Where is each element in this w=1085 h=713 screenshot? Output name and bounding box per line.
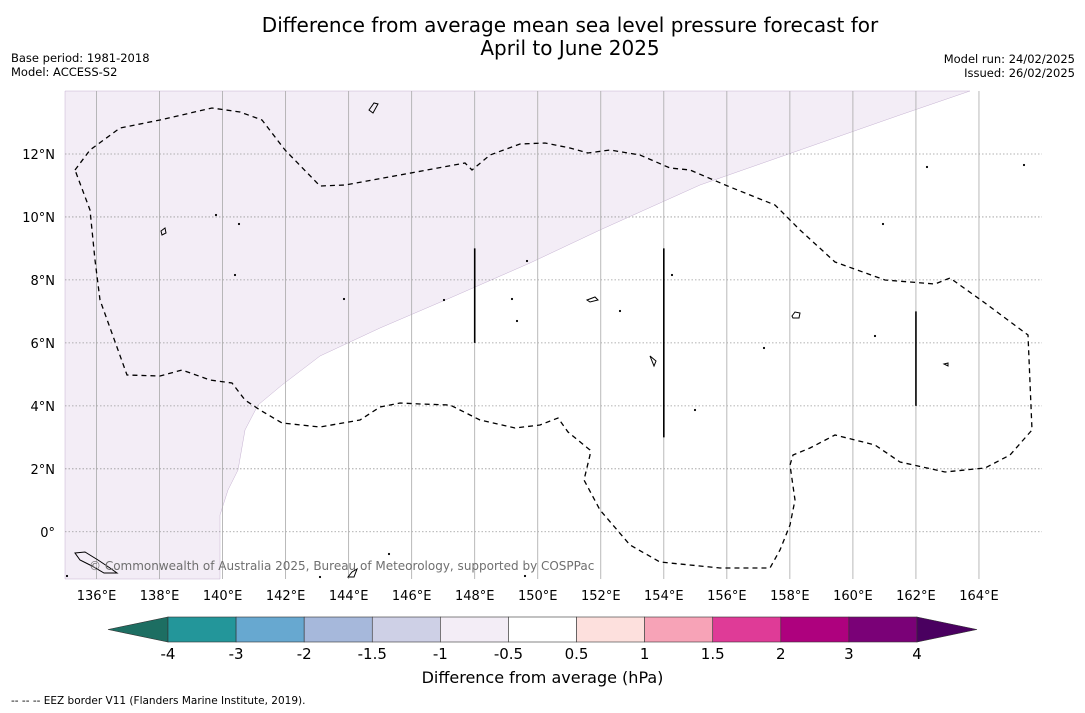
y-tick-label: 8°N xyxy=(31,274,56,289)
colorbar-swatch xyxy=(780,616,850,643)
islet xyxy=(925,165,929,169)
colorbar-label: -2 xyxy=(297,645,312,663)
colorbar-label: 3 xyxy=(844,645,854,663)
meta-left: Base period: 1981-2018 Model: ACCESS-S2 xyxy=(11,51,150,79)
x-tick-label: 158°E xyxy=(770,589,810,604)
islet xyxy=(387,552,391,556)
x-tick-label: 136°E xyxy=(77,589,117,604)
x-tick-label: 146°E xyxy=(392,589,432,604)
island-outline xyxy=(649,355,657,368)
y-tick-label: 6°N xyxy=(31,337,56,352)
colorbar-label: 1 xyxy=(640,645,650,663)
y-tick-label: 12°N xyxy=(22,148,55,163)
colorbar-arrow-low xyxy=(107,616,169,643)
x-tick-label: 164°E xyxy=(959,589,999,604)
colorbar-swatch xyxy=(371,616,441,643)
island-outline xyxy=(791,311,801,319)
islet xyxy=(670,273,674,277)
x-tick-label: 156°E xyxy=(707,589,747,604)
islet xyxy=(342,297,346,301)
islet xyxy=(510,297,514,301)
islet xyxy=(214,213,218,217)
colorbar-swatch xyxy=(440,616,509,643)
base-period-text: Base period: 1981-2018 xyxy=(11,51,150,65)
colorbar-label: -3 xyxy=(229,645,244,663)
meta-right: Model run: 24/02/2025 Issued: 26/02/2025 xyxy=(944,52,1075,80)
shaded-region-negative-anomaly xyxy=(64,90,971,580)
colorbar-swatch xyxy=(712,616,782,643)
y-tick-label: 2°N xyxy=(31,463,56,478)
island-outline xyxy=(368,102,379,114)
model-text: Model: ACCESS-S2 xyxy=(11,65,118,79)
islet xyxy=(1022,163,1026,167)
x-tick-label: 150°E xyxy=(518,589,558,604)
islet xyxy=(318,575,322,579)
issued-text: Issued: 26/02/2025 xyxy=(964,66,1075,80)
footnote: -- -- -- EEZ border V11 (Flanders Marine… xyxy=(11,695,306,707)
colorbar-swatch xyxy=(644,616,714,643)
x-tick-label: 142°E xyxy=(266,589,306,604)
colorbar-label: -1.5 xyxy=(358,645,387,663)
model-run-text: Model run: 24/02/2025 xyxy=(943,52,1075,66)
title-line-1: Difference from average mean sea level p… xyxy=(261,13,879,37)
islet xyxy=(233,273,237,277)
map-title: Difference from average mean sea level p… xyxy=(220,14,920,60)
colorbar-label: 4 xyxy=(912,645,922,663)
islet xyxy=(881,222,885,226)
island-outline xyxy=(160,227,167,236)
x-tick-label: 144°E xyxy=(329,589,369,604)
x-tick-label: 154°E xyxy=(644,589,684,604)
colorbar-title: Difference from average (hPa) xyxy=(421,668,664,687)
colorbar-arrow-high xyxy=(916,616,978,643)
x-tick-label: 152°E xyxy=(581,589,621,604)
islet xyxy=(762,346,766,350)
islet xyxy=(515,319,519,323)
colorbar-swatch xyxy=(235,616,305,643)
islet xyxy=(65,574,69,578)
x-tick-label: 138°E xyxy=(140,589,180,604)
colorbar-label: 1.5 xyxy=(701,645,725,663)
title-line-2: April to June 2025 xyxy=(480,36,660,60)
eez-border xyxy=(74,107,1033,569)
island-outline xyxy=(346,567,358,578)
island-outline xyxy=(942,362,949,367)
y-tick-label: 4°N xyxy=(31,400,56,415)
island-outline xyxy=(74,551,119,574)
colorbar-label: -4 xyxy=(161,645,176,663)
colorbar-label: 0.5 xyxy=(565,645,589,663)
copyright-notice: © Commonwealth of Australia 2025, Bureau… xyxy=(89,559,594,573)
x-tick-label: 160°E xyxy=(833,589,873,604)
colorbar-swatch xyxy=(303,616,373,643)
x-tick-label: 148°E xyxy=(455,589,495,604)
islet xyxy=(442,298,446,302)
colorbar-label: -1 xyxy=(433,645,448,663)
colorbar-swatch xyxy=(848,616,918,643)
colorbar-swatch xyxy=(508,616,577,643)
colorbar-label: -0.5 xyxy=(494,645,523,663)
map-area: © Commonwealth of Australia 2025, Bureau… xyxy=(22,90,1042,604)
colorbar: -4 -3 -2 -1.5 -1 -0.5 0.5 1 1.5 2 3 4 xyxy=(107,616,978,663)
y-tick-label: 0° xyxy=(40,526,55,541)
islet xyxy=(525,259,529,263)
y-tick-label: 10°N xyxy=(22,211,55,226)
islet xyxy=(618,309,622,313)
colorbar-swatch xyxy=(167,616,237,643)
islet xyxy=(873,334,877,338)
islet xyxy=(693,408,697,412)
x-tick-label: 162°E xyxy=(896,589,936,604)
islet xyxy=(237,222,241,226)
colorbar-swatch xyxy=(576,616,645,643)
x-tick-label: 140°E xyxy=(203,589,243,604)
island-outline xyxy=(585,296,599,303)
colorbar-label: 2 xyxy=(776,645,786,663)
islet xyxy=(523,574,527,578)
